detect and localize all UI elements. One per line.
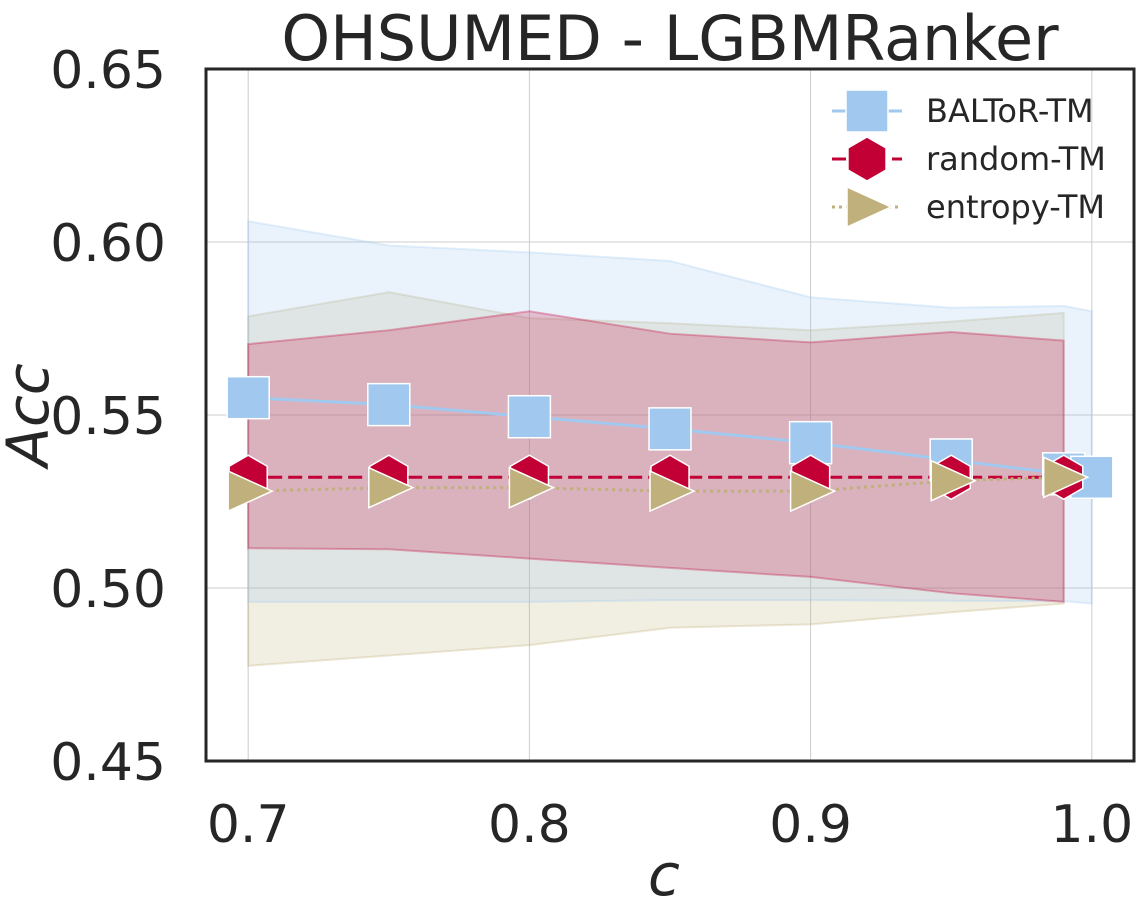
- x-tick-label: 0.8: [488, 795, 571, 855]
- point-entropy-tm: [789, 469, 837, 513]
- x-tick-label: 0.7: [207, 795, 290, 855]
- point-entropy-tm: [227, 469, 274, 513]
- point-baltor-tm: [367, 382, 411, 427]
- point-baltor-tm: [226, 375, 270, 420]
- point-baltor-tm: [648, 407, 692, 451]
- legend-marker: [845, 89, 889, 133]
- x-tick-label: 1.0: [1050, 795, 1133, 855]
- point-entropy-tm: [1042, 456, 1090, 499]
- plot-frame: [204, 67, 1136, 763]
- point-entropy-tm: [930, 459, 978, 502]
- y-tick-label: 0.45: [50, 733, 166, 793]
- y-tick-label: 0.50: [50, 560, 166, 620]
- x-tick-label: 0.9: [769, 795, 852, 855]
- y-tick-label: 0.55: [50, 387, 166, 447]
- point-entropy-tm: [649, 469, 696, 513]
- y-tick-label: 0.60: [50, 214, 166, 274]
- legend: BALToR-TM random-TM entropy-TM: [832, 89, 1106, 229]
- chart-title: OHSUMED - LGBMRanker: [281, 2, 1059, 75]
- band-random-tm: [247, 310, 1065, 603]
- point-entropy-tm: [508, 466, 556, 509]
- point-baltor-tm: [507, 394, 552, 439]
- x-axis-label: c: [648, 841, 680, 909]
- y-tick-label: 0.65: [50, 41, 166, 101]
- legend-marker: [847, 136, 887, 182]
- legend-label: random-TM: [926, 140, 1106, 178]
- series-markers: [226, 375, 1114, 513]
- legend-marker: [846, 185, 893, 229]
- legend-label: BALToR-TM: [926, 92, 1094, 130]
- tick-labels: 0.7 0.8 0.9 1.0 0.45 0.50 0.55 0.60 0.65: [50, 41, 1133, 855]
- y-axis-label: Acc: [0, 363, 62, 471]
- point-entropy-tm: [368, 466, 415, 509]
- legend-label: entropy-TM: [926, 188, 1105, 226]
